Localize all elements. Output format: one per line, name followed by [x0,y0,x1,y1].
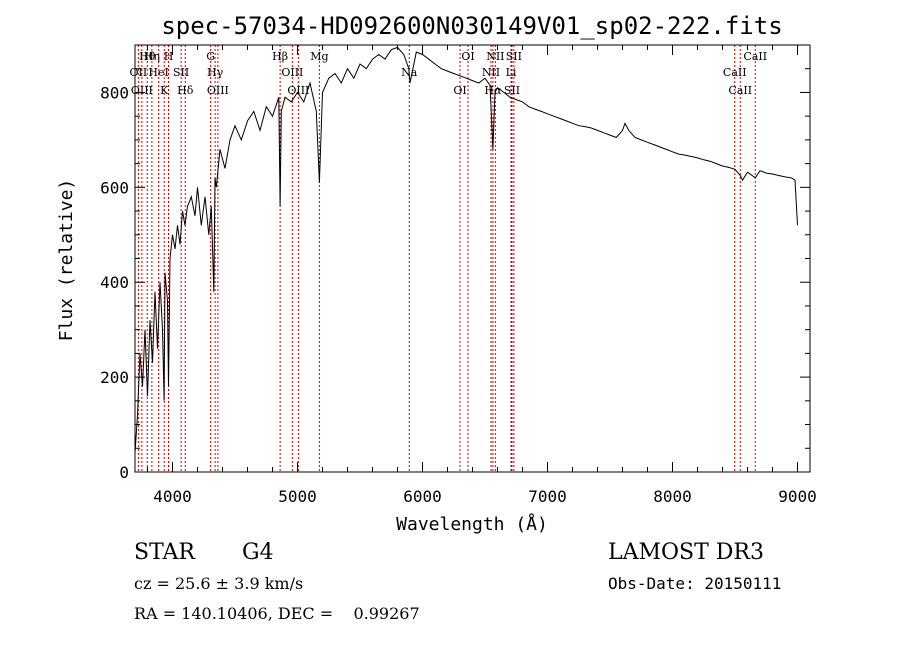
object-subclass: G4 [242,540,274,565]
x-tick-label: 9000 [778,487,817,506]
line-label: SII [504,84,520,97]
y-tick-label: 200 [100,368,129,387]
line-label: OIII [281,66,303,79]
line-label: CaII [743,50,767,63]
coordinates: RA = 140.10406, DEC = 0.99267 [134,604,420,623]
redshift-velocity: cz = 25.6 ± 3.9 km/s [134,574,304,593]
line-label: NII [482,66,500,79]
line-label: H [164,50,174,63]
x-tick-label: 6000 [403,487,442,506]
x-tick-label: 8000 [653,487,692,506]
chart-title: spec-57034-HD092600N030149V01_sp02-222.f… [161,12,782,40]
line-label: OI [461,50,474,63]
line-label: Mg [310,50,328,63]
y-tick-label: 400 [100,273,129,292]
line-label: Hη [144,50,160,63]
y-tick-label: 600 [100,178,129,197]
line-label: SII [173,66,189,79]
object-class: STAR [134,540,195,565]
x-tick-label: 4000 [153,487,192,506]
line-label: Hδ [177,84,194,97]
y-axis: 0 200 400 600 800 [100,68,810,482]
line-label: G [206,50,215,63]
y-tick-label: 0 [119,463,129,482]
line-label: SII [506,50,522,63]
line-label: HeI [148,66,168,79]
y-tick-label: 800 [100,83,129,102]
line-label: Hβ [272,50,288,63]
line-label: Hθ [139,50,156,63]
line-label: Li [506,66,517,79]
line-label: K [160,84,169,97]
observation-date: Obs-Date: 20150111 [608,574,782,593]
line-label: OIII [131,84,153,97]
survey-name: LAMOST DR3 [608,540,764,565]
x-tick-label: 7000 [528,487,567,506]
line-label: CaII [728,84,752,97]
plot-frame [134,44,811,473]
line-label: OII [130,66,148,79]
flux-series-line [134,46,798,454]
emission-line-markers [137,45,756,472]
line-label: Hγ [207,66,224,79]
x-axis: 4000 5000 6000 7000 8000 9000 [147,45,817,506]
line-label: CaII [723,66,747,79]
line-label: OIII [207,84,229,97]
x-tick-label: 5000 [278,487,317,506]
y-axis-label: Flux (relative) [56,179,77,342]
line-label: OI [453,84,466,97]
emission-line-labels: Hθ OII OIII Hη HeI K H SII Hδ G Hγ OIII Hβ OIII OIII Mg… [130,50,768,97]
x-axis-label: Wavelength (Å) [396,513,548,535]
line-label: NII [486,50,504,63]
line-label: OIII [287,84,309,97]
line-label: Hα [484,84,502,97]
